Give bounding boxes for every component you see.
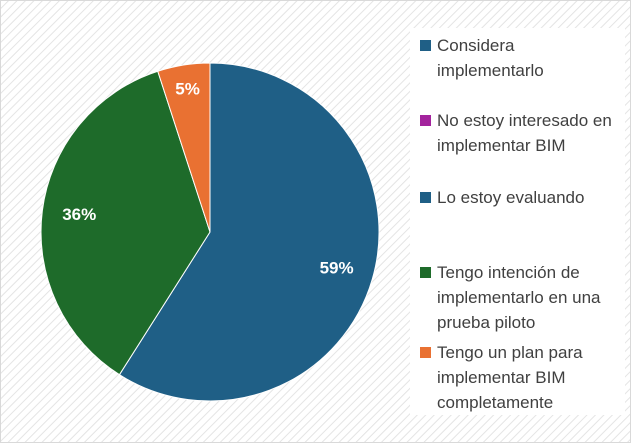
pie-slice xyxy=(157,62,211,233)
legend-label: Considera implementarlo xyxy=(437,36,544,80)
legend-label: Lo estoy evaluando xyxy=(437,188,585,207)
legend-entry: No estoy interesado en implementar BIM xyxy=(420,108,620,158)
data-label: 59% xyxy=(320,258,354,277)
legend-entry: Considera implementarlo xyxy=(420,33,620,83)
pie: 59% 36% 5% xyxy=(40,62,380,402)
legend-label: Tengo un plan para implementar BIM compl… xyxy=(437,343,583,412)
legend-label: No estoy interesado en implementar BIM xyxy=(437,111,612,155)
data-label: 36% xyxy=(62,205,96,224)
legend: Considera implementarlo No estoy interesa… xyxy=(410,28,625,415)
legend-entry: Lo estoy evaluando xyxy=(420,185,620,210)
legend-swatch xyxy=(420,192,431,203)
pie-slice xyxy=(40,70,211,376)
legend-label: Tengo intención de implementarlo en una … xyxy=(437,263,601,332)
legend-swatch xyxy=(420,347,431,358)
legend-entry: Tengo intención de implementarlo en una … xyxy=(420,260,620,335)
legend-swatch xyxy=(420,115,431,126)
legend-entry: Tengo un plan para implementar BIM compl… xyxy=(420,340,620,415)
pie-slice xyxy=(118,62,380,402)
data-label: 5% xyxy=(175,80,200,99)
legend-swatch xyxy=(420,40,431,51)
legend-swatch xyxy=(420,267,431,278)
